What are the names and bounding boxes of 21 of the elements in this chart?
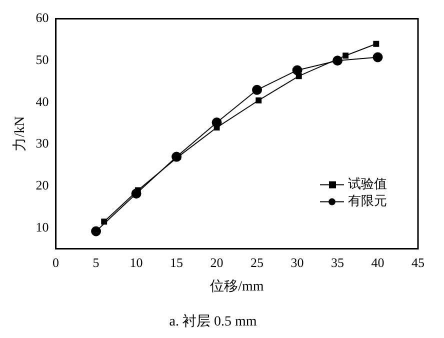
y-tick-label: 60 bbox=[36, 10, 49, 26]
legend-label: 有限元 bbox=[348, 193, 387, 208]
x-tick-label: 0 bbox=[52, 255, 60, 270]
x-tick-label: 40 bbox=[371, 255, 384, 270]
x-axis-title: 位移/mm bbox=[210, 278, 264, 294]
y-tick-label: 40 bbox=[36, 94, 49, 109]
x-tick-label: 30 bbox=[290, 255, 304, 270]
x-tick-label: 15 bbox=[170, 255, 184, 270]
x-tick-label: 20 bbox=[210, 255, 224, 270]
legend-label: 试验值 bbox=[348, 176, 387, 192]
y-axis-title: 力/kN bbox=[12, 116, 28, 152]
x-tick-label: 5 bbox=[92, 255, 100, 270]
x-tick-label: 10 bbox=[130, 255, 143, 270]
y-tick-label: 10 bbox=[36, 219, 49, 234]
y-tick-label: 50 bbox=[36, 52, 49, 68]
y-tick-label: 30 bbox=[36, 136, 49, 151]
x-tick-label: 25 bbox=[250, 255, 264, 270]
y-tick-label: 20 bbox=[36, 177, 49, 192]
x-tick-label: 45 bbox=[412, 255, 424, 270]
x-tick-label: 35 bbox=[331, 255, 344, 270]
text: a. 衬层 0.5 mm bbox=[169, 313, 257, 330]
